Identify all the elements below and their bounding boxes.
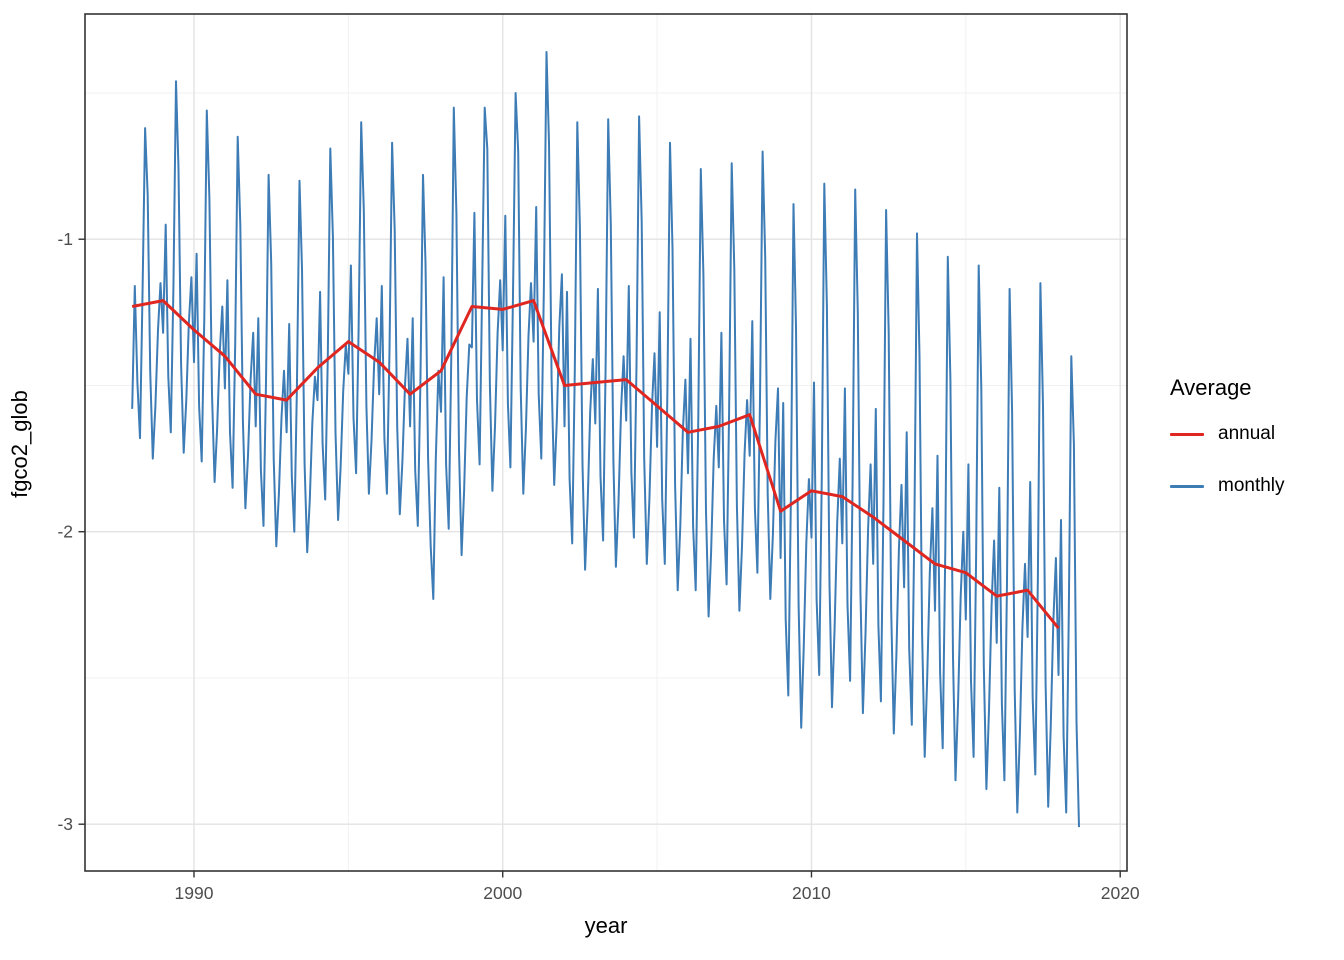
panel-background xyxy=(85,14,1127,871)
legend-entries: annual monthly xyxy=(1170,419,1340,501)
legend-entry-annual: annual xyxy=(1170,419,1340,449)
legend-key-line-annual xyxy=(1170,432,1204,436)
legend: Average annual monthly xyxy=(1170,375,1340,523)
x-axis-tick-label: 2000 xyxy=(483,883,522,903)
panel-border xyxy=(84,13,1128,872)
legend-key-line-monthly xyxy=(1170,484,1204,488)
series-line-annual xyxy=(131,299,1060,630)
x-axis-title: year xyxy=(584,913,628,938)
x-axis-tick-label: 2010 xyxy=(792,883,831,903)
series-line-monthly xyxy=(131,51,1080,828)
x-axis-tick-label: 1990 xyxy=(175,883,214,903)
legend-title: Average xyxy=(1170,375,1252,400)
y-axis-title: fgco2_glob xyxy=(7,390,32,498)
x-axis-tick-label: 2020 xyxy=(1101,883,1140,903)
legend-label: annual xyxy=(1218,423,1276,444)
y-axis-tick-label: -2 xyxy=(57,522,73,542)
y-axis-tick-label: -1 xyxy=(57,229,73,249)
y-axis-tick-label: -3 xyxy=(57,814,73,834)
legend-entry-monthly: monthly xyxy=(1170,471,1340,501)
legend-label: monthly xyxy=(1218,475,1285,496)
